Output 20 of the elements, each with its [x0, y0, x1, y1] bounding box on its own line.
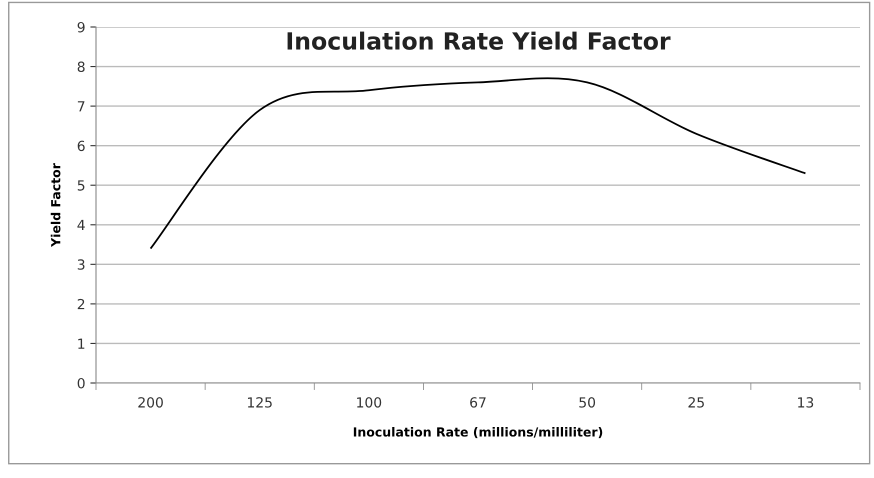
- y-axis-title: Yield Factor: [50, 163, 60, 248]
- y-tick-label: 0: [78, 378, 85, 388]
- x-tick-label: 13: [798, 397, 814, 408]
- x-tick-label: 25: [688, 397, 704, 408]
- y-tick-label: 8: [78, 62, 85, 72]
- x-tick-label: 50: [579, 397, 596, 408]
- y-tick-label: 2: [78, 298, 84, 310]
- y-tick-label: 1: [78, 338, 84, 349]
- y-tick-label: 6: [78, 140, 85, 152]
- x-tick-label: 100: [357, 397, 382, 408]
- y-tick-label: 7: [78, 101, 84, 112]
- x-tick-label: 67: [470, 397, 486, 408]
- y-tick-label: 9: [78, 22, 85, 32]
- y-tick-label: 5: [78, 180, 84, 191]
- chart-title: Inoculation Rate Yield Factor: [288, 32, 671, 50]
- x-tick-label: 125: [248, 397, 272, 408]
- x-axis-title: Inoculation Rate (millions/milliliter): [354, 426, 602, 438]
- y-tick-label: 3: [78, 259, 84, 270]
- x-tick-label: 200: [138, 397, 163, 408]
- y-tick-label: 4: [77, 220, 85, 230]
